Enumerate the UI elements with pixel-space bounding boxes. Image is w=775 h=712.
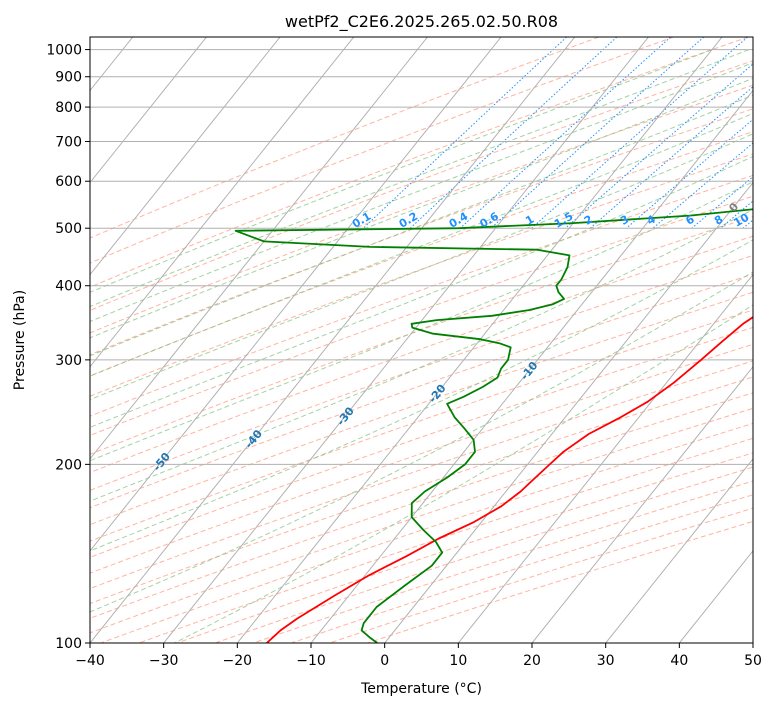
x-tick-label: −10	[296, 653, 326, 669]
y-tick-label: 900	[55, 70, 82, 86]
x-tick-label: 40	[670, 653, 688, 669]
y-axis-title: Pressure (hPa)	[12, 290, 28, 390]
y-tick-label: 200	[55, 457, 82, 473]
x-tick-label: 10	[449, 653, 467, 669]
chart-title: wetPf2_C2E6.2025.265.02.50.R08	[285, 12, 558, 32]
x-axis-title: Temperature (°C)	[360, 681, 482, 697]
y-tick-label: 600	[55, 174, 82, 190]
x-tick-label: −20	[223, 653, 253, 669]
y-tick-label: 100	[55, 636, 82, 652]
y-tick-label: 800	[55, 100, 82, 116]
x-tick-label: −40	[75, 653, 105, 669]
y-tick-label: 700	[55, 134, 82, 150]
y-tick-label: 1000	[46, 43, 82, 59]
x-tick-label: −30	[149, 653, 179, 669]
x-tick-label: 30	[597, 653, 615, 669]
y-tick-label: 500	[55, 221, 82, 237]
x-tick-label: 0	[380, 653, 389, 669]
y-tick-label: 300	[55, 353, 82, 369]
x-tick-label: 20	[523, 653, 541, 669]
y-tick-label: 400	[55, 279, 82, 295]
x-tick-label: 50	[744, 653, 762, 669]
